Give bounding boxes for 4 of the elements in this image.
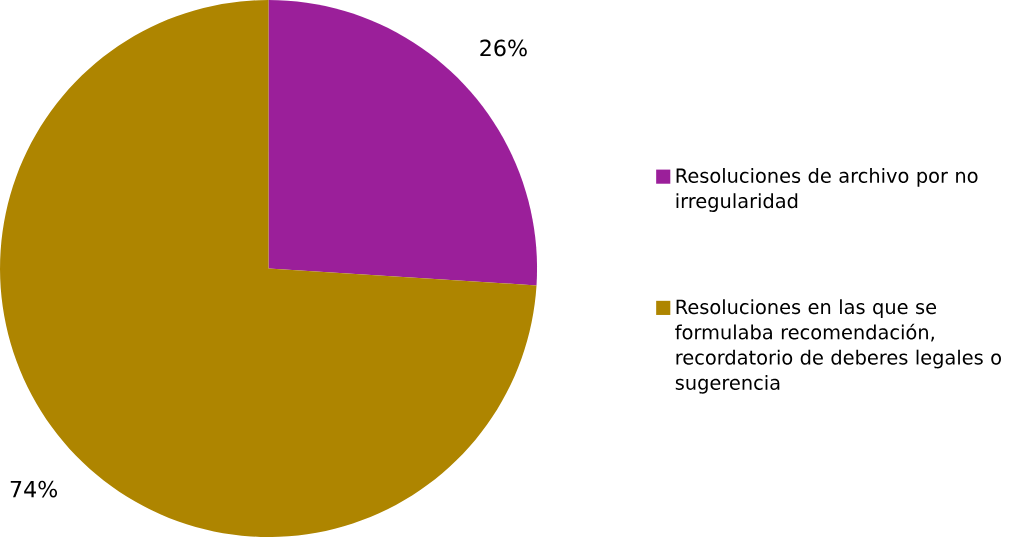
legend-label: Resoluciones de archivo por no irregularidad <box>676 167 978 212</box>
legend-label: Resoluciones en las que se formulaba recomendación, recordatorio de deberes legales o sugerencia <box>675 299 1001 394</box>
data-label: 74% <box>10 480 58 498</box>
data-label: 26% <box>480 39 527 57</box>
